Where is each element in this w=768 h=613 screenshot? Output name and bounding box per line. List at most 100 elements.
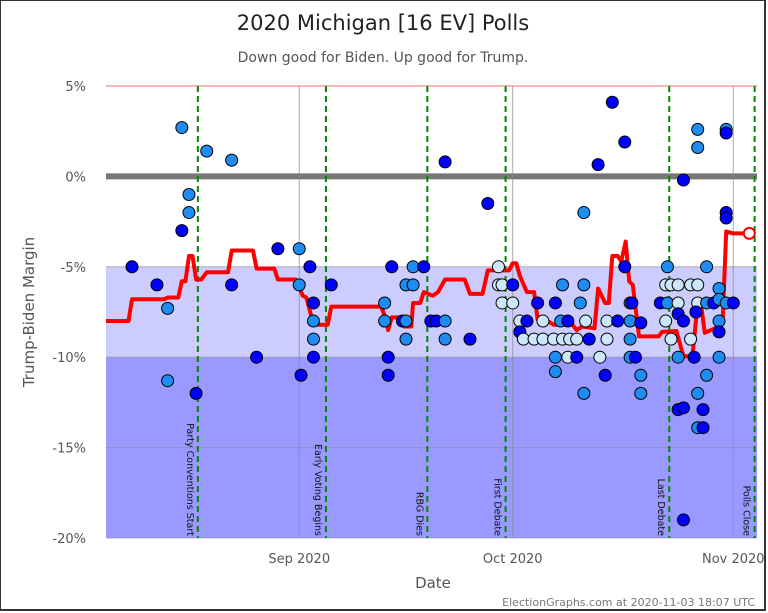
poll-point [664,332,678,346]
poll-point [306,314,320,328]
poll-point [570,332,584,346]
poll-point [659,314,673,328]
poll-points [125,95,740,527]
poll-point [292,278,306,292]
poll-point [378,314,392,328]
poll-point [687,350,701,364]
poll-point [225,278,239,292]
y-axis-ticks: 5% 0% -5% -10% -15% -20% [52,80,86,547]
poll-point [182,206,196,220]
poll-point [600,332,614,346]
poll-point [712,314,726,328]
y-tick-label: -5% [61,261,86,276]
poll-point [506,278,520,292]
poll-point [691,122,705,136]
poll-point [125,260,139,274]
poll-point [577,386,591,400]
poll-point [593,350,607,364]
poll-point [696,403,710,417]
poll-point [634,316,648,330]
poll-point [548,365,562,379]
poll-point [691,278,705,292]
poll-point [605,95,619,109]
x-axis-ticks: Sep 2020 Oct 2020 Nov 2020 [268,552,764,567]
poll-point [306,332,320,346]
poll-point [712,281,726,295]
poll-point [399,332,413,346]
poll-point [200,144,214,158]
event-label: First Debate [492,478,503,536]
poll-point [438,332,452,346]
poll-point [175,121,189,135]
poll-point [598,368,612,382]
poll-point [726,296,740,310]
y-axis-label: Trump-Biden Margin [20,237,38,388]
poll-point [628,350,642,364]
poll-point [577,206,591,220]
poll-point [561,314,575,328]
poll-point [399,314,413,328]
x-axis-label: Date [415,574,451,592]
poll-point [671,296,685,310]
poll-point [691,140,705,154]
poll-point [417,260,431,274]
event-label: Early Voting Begins [312,444,323,536]
poll-point [438,155,452,169]
poll-point [676,401,690,415]
poll-point [250,350,264,364]
shaded-band [106,266,757,358]
poll-point [684,332,698,346]
poll-point [150,278,164,292]
event-label: Polls Close [741,486,752,536]
poll-point [536,314,550,328]
poll-point [719,126,733,140]
poll-point [271,242,285,256]
average-line [106,229,750,359]
event-label: RBG Dies [413,492,424,536]
poll-point [691,386,705,400]
poll-point [438,314,452,328]
poll-point [570,350,584,364]
footer-credit: ElectionGraphs.com at 2020-11-03 18:07 U… [502,596,755,609]
poll-point [306,350,320,364]
event-label: Party Conventions Start [184,423,195,536]
poll-point [591,158,605,172]
poll-point [303,260,317,274]
poll-point [292,242,306,256]
poll-point [712,350,726,364]
poll-point [189,386,203,400]
poll-point [294,368,308,382]
poll-point [506,296,520,310]
poll-point [406,278,420,292]
x-tick-label: Oct 2020 [483,552,543,567]
chart-subtitle: Down good for Biden. Up good for Trump. [238,50,529,66]
y-tick-label: -20% [52,532,86,547]
poll-point [676,314,690,328]
poll-point [577,278,591,292]
poll-point [463,332,477,346]
poll-point [700,260,714,274]
poll-point [618,135,632,149]
poll-point [634,368,648,382]
event-label: Last Debate [655,479,666,537]
poll-point [381,368,395,382]
poll-point [579,314,593,328]
event-markers: Party Conventions Start Early Voting Begi… [184,86,756,538]
poll-point [306,296,320,310]
y-tick-label: 0% [65,170,86,185]
poll-point [385,260,399,274]
poll-point [660,260,674,274]
poll-point [582,332,596,346]
poll-point [676,513,690,527]
poll-point [712,325,726,339]
poll-point [556,278,570,292]
poll-point [634,386,648,400]
x-tick-label: Sep 2020 [268,552,330,567]
poll-point [625,296,639,310]
chart-title: 2020 Michigan [16 EV] Polls [237,11,529,35]
poll-point [719,211,733,225]
poll-point [548,350,562,364]
poll-point [671,350,685,364]
poll-point [175,224,189,238]
